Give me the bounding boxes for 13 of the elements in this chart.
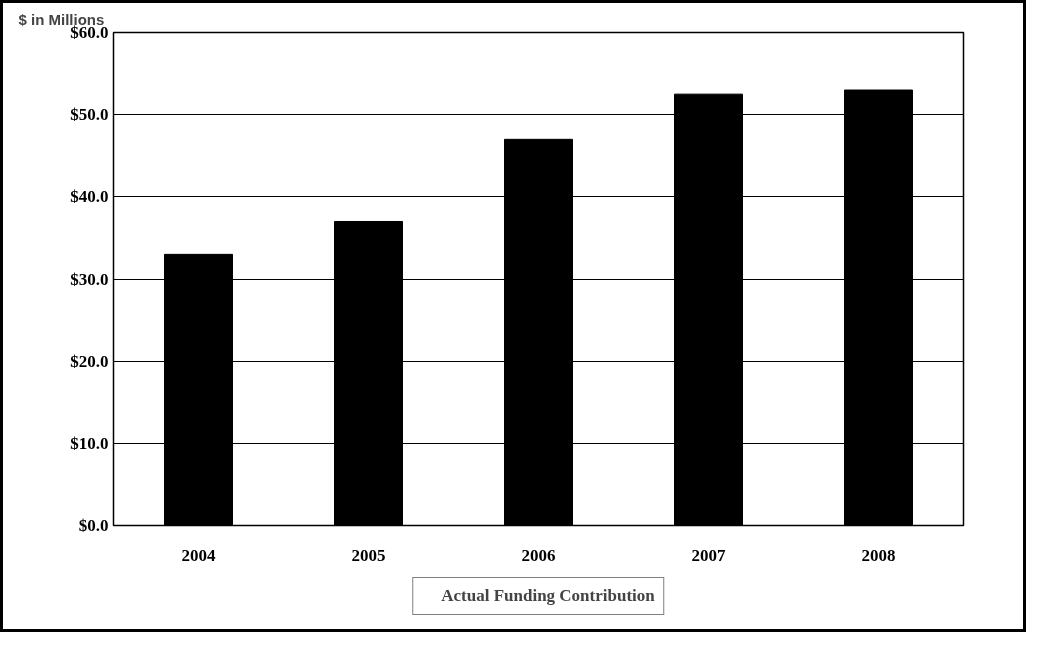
y-tick-label: $60.0: [70, 23, 109, 42]
x-tick-label: 2008: [861, 545, 896, 565]
y-tick-label: $30.0: [70, 269, 109, 289]
y-tick-label: $10.0: [70, 433, 109, 453]
x-tick-label: 2007: [691, 545, 726, 565]
y-tick-label: $20.0: [70, 351, 109, 371]
y-tick-label: $50.0: [70, 105, 109, 125]
y-tick-label: $0.0: [78, 516, 109, 535]
x-tick-label: 2004: [181, 545, 216, 565]
x-tick-label: 2006: [521, 545, 556, 565]
x-tick-label: 2005: [351, 545, 386, 565]
text: Actual Funding Contribution: [441, 586, 655, 606]
y-tick-label: $40.0: [70, 187, 109, 207]
